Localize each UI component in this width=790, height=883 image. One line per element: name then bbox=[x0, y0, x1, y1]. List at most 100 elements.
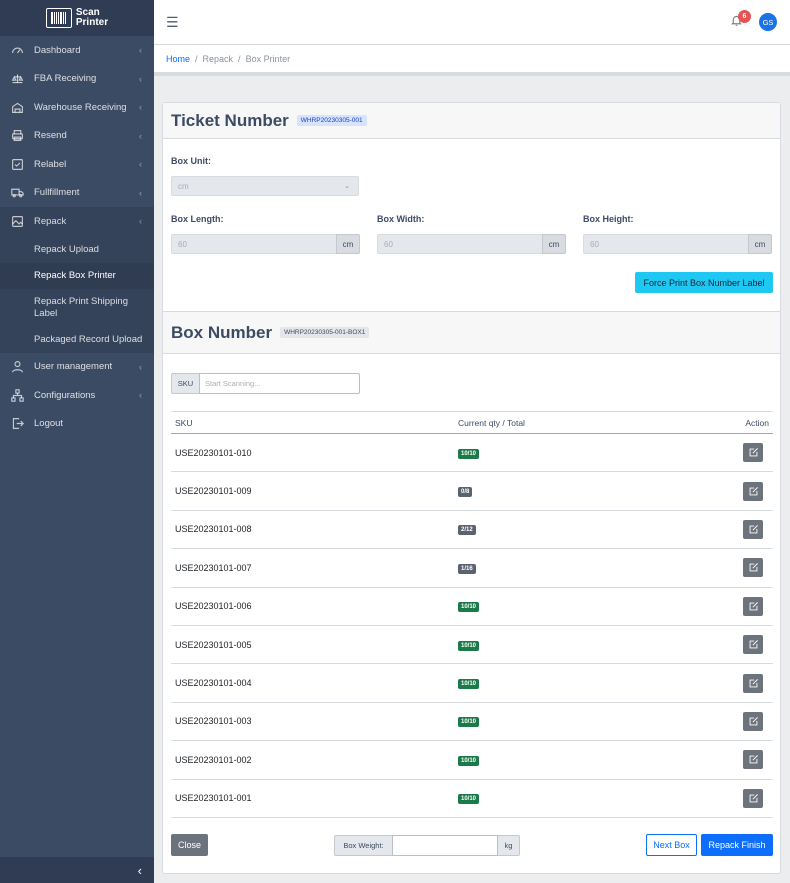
qty-cell: 10/10 bbox=[454, 433, 670, 473]
sidebar-item-resend[interactable]: Resend ‹ bbox=[0, 122, 154, 151]
box-unit-select[interactable]: cm ⌄ bbox=[171, 176, 359, 196]
sidebar-item-label: FBA Receiving bbox=[34, 73, 97, 85]
truck-icon bbox=[10, 186, 24, 200]
qty-cell: 10/10 bbox=[454, 663, 670, 703]
box-code-badge: WHRP20230305-001-BOX1 bbox=[280, 327, 370, 338]
sku-scan-input[interactable]: Start Scanning... bbox=[199, 373, 360, 394]
sidebar-item-configurations[interactable]: Configurations ‹ bbox=[0, 381, 154, 410]
sidebar-subitem-repack-box-printer[interactable]: Repack Box Printer bbox=[0, 262, 154, 289]
action-cell bbox=[669, 587, 773, 626]
qty-cell: 1/16 bbox=[454, 548, 670, 588]
edit-icon bbox=[749, 486, 758, 495]
box-height-unit: cm bbox=[748, 234, 772, 254]
col-qty: Current qty / Total bbox=[454, 411, 670, 434]
chevron-down-icon: ‹ bbox=[139, 216, 142, 227]
qty-badge: 10/10 bbox=[458, 717, 480, 728]
qty-badge: 10/10 bbox=[458, 755, 480, 766]
edit-button[interactable] bbox=[743, 711, 763, 731]
breadcrumb-current: Box Printer bbox=[245, 53, 291, 64]
sku-cell: USE20230101-010 bbox=[171, 433, 454, 473]
box-weight-input[interactable] bbox=[392, 835, 498, 856]
hamburger-menu-icon[interactable]: ☰ bbox=[166, 14, 179, 30]
edit-icon bbox=[749, 793, 758, 803]
edit-button[interactable] bbox=[743, 481, 763, 501]
barcode-icon bbox=[45, 8, 72, 28]
table-row: USE20230101-002 10/10 bbox=[171, 740, 773, 780]
logout-icon bbox=[10, 417, 24, 431]
chevron-down-icon: ⌄ bbox=[344, 183, 350, 190]
breadcrumb-repack: Repack bbox=[202, 53, 234, 64]
sidebar-item-label: Relabel bbox=[34, 158, 67, 170]
action-cell bbox=[669, 702, 773, 742]
box-height-input[interactable]: 60 bbox=[583, 234, 748, 254]
sidebar-item-label: Configurations bbox=[34, 389, 96, 401]
sku-cell: USE20230101-002 bbox=[171, 740, 454, 780]
edit-icon bbox=[749, 563, 758, 572]
edit-icon bbox=[749, 640, 758, 649]
col-action: Action bbox=[669, 411, 773, 434]
col-sku: SKU bbox=[171, 411, 454, 434]
qty-badge: 10/10 bbox=[458, 602, 480, 613]
sidebar-item-repack[interactable]: Repack ‹ bbox=[0, 207, 154, 236]
chevron-left-icon: ‹ bbox=[139, 130, 142, 141]
sidebar-nav-bottom: User management ‹ Configurations ‹ Logou… bbox=[0, 353, 154, 439]
chevron-left-icon: ‹ bbox=[139, 187, 142, 198]
sidebar-minimize-button[interactable]: ‹ bbox=[0, 857, 154, 883]
sidebar-item-fullfillment[interactable]: Fullfillment ‹ bbox=[0, 179, 154, 208]
breadcrumb-home[interactable]: Home bbox=[166, 53, 191, 64]
qty-cell: 10/10 bbox=[454, 779, 670, 818]
close-button[interactable]: Close bbox=[171, 834, 208, 856]
sidebar-nav: Dashboard ‹ FBA Receiving ‹ Warehouse Re… bbox=[0, 36, 154, 236]
next-box-button[interactable]: Next Box bbox=[646, 834, 697, 856]
action-cell bbox=[669, 548, 773, 588]
sku-table: SKU Current qty / Total Action USE202301… bbox=[171, 411, 773, 818]
sku-cell: USE20230101-009 bbox=[171, 471, 454, 511]
qty-cell: 10/10 bbox=[454, 740, 670, 780]
table-body: USE20230101-010 10/10 USE20230101-009 0/8 US… bbox=[171, 433, 773, 818]
box-length-input[interactable]: 60 bbox=[171, 234, 336, 254]
edit-button[interactable] bbox=[743, 596, 763, 616]
repack-finish-button[interactable]: Repack Finish bbox=[701, 834, 773, 856]
repack-card: Ticket Number WHRP20230305-001 Box Unit:… bbox=[162, 102, 781, 874]
table-row: USE20230101-007 1/16 bbox=[171, 548, 773, 588]
sidebar-item-user-management[interactable]: User management ‹ bbox=[0, 353, 154, 382]
brand-logo[interactable]: Scan Printer bbox=[0, 0, 154, 36]
edit-button[interactable] bbox=[743, 750, 763, 770]
box-height-label: Box Height: bbox=[583, 214, 634, 224]
box-weight-unit: kg bbox=[498, 835, 520, 856]
qty-badge: 10/10 bbox=[458, 640, 480, 651]
sidebar-item-logout[interactable]: Logout bbox=[0, 410, 154, 439]
table-row: USE20230101-001 10/10 bbox=[171, 779, 773, 818]
image-icon bbox=[10, 214, 24, 228]
sku-cell: USE20230101-003 bbox=[171, 702, 454, 742]
qty-badge: 10/10 bbox=[458, 794, 480, 805]
sidebar-subitem-packaged-record-upload[interactable]: Packaged Record Upload bbox=[34, 333, 143, 345]
qty-badge: 10/10 bbox=[458, 448, 480, 459]
sku-scan-group: SKU Start Scanning... bbox=[171, 373, 360, 394]
sidebar-item-dashboard[interactable]: Dashboard ‹ bbox=[0, 36, 154, 65]
table-row: USE20230101-008 2/12 bbox=[171, 510, 773, 550]
qty-cell: 10/10 bbox=[454, 702, 670, 742]
edit-button[interactable] bbox=[743, 443, 763, 463]
edit-button[interactable] bbox=[743, 788, 763, 808]
sidebar-item-fba-receiving[interactable]: FBA Receiving ‹ bbox=[0, 65, 154, 94]
edit-button[interactable] bbox=[743, 635, 763, 655]
repack-submenu: Repack Upload Repack Box Printer Repack … bbox=[0, 235, 154, 353]
action-cell bbox=[669, 663, 773, 703]
chevron-left-icon: ‹ bbox=[139, 159, 142, 170]
box-length-unit: cm bbox=[336, 234, 360, 254]
action-cell bbox=[669, 779, 773, 818]
sidebar-item-relabel[interactable]: Relabel ‹ bbox=[0, 150, 154, 179]
edit-button[interactable] bbox=[743, 558, 763, 578]
box-weight-label: Box Weight: bbox=[334, 835, 392, 856]
box-width-input[interactable]: 60 bbox=[377, 234, 542, 254]
force-print-button[interactable]: Force Print Box Number Label bbox=[635, 272, 773, 293]
avatar[interactable]: GS bbox=[759, 13, 777, 31]
sidebar-subitem-repack-upload[interactable]: Repack Upload bbox=[34, 243, 99, 255]
qty-badge: 10/10 bbox=[458, 679, 480, 690]
sku-cell: USE20230101-001 bbox=[171, 779, 454, 818]
edit-button[interactable] bbox=[743, 673, 763, 693]
edit-button[interactable] bbox=[743, 519, 763, 539]
sidebar-subitem-repack-print-shipping-label[interactable]: Repack Print Shipping Label bbox=[34, 295, 128, 319]
sidebar-item-warehouse-receiving[interactable]: Warehouse Receiving ‹ bbox=[0, 93, 154, 122]
